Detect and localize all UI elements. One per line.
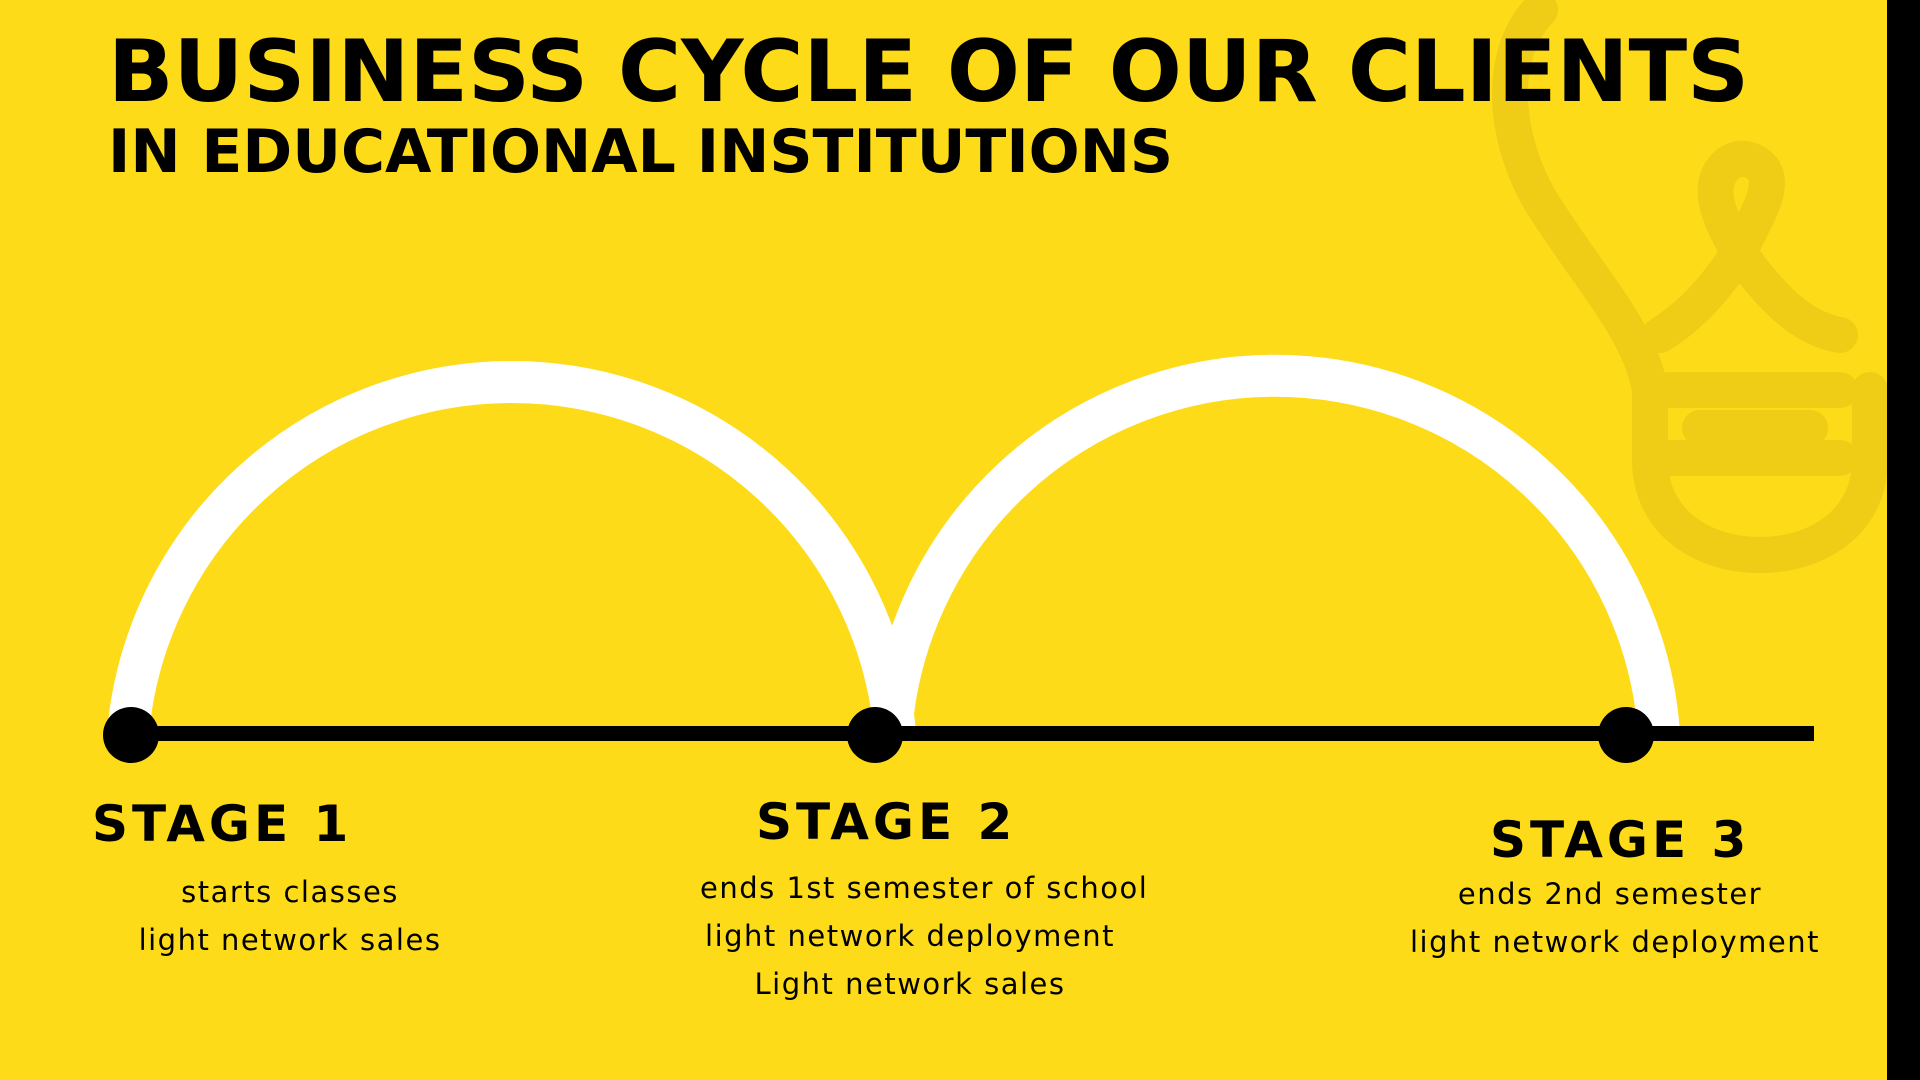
stage-1-node [103,707,159,763]
stage-2-line: Light network sales [754,967,1066,1001]
page-title: BUSINESS CYCLE OF OUR CLIENTS [108,22,1750,122]
stage-3-title: STAGE 3 [1490,811,1751,869]
stage-3-line: ends 2nd semester [1457,877,1763,911]
stage-1-title: STAGE 1 [92,795,353,853]
page-subtitle: IN EDUCATIONAL INSTITUTIONS [108,117,1174,187]
arc-stage-2-to-3 [870,354,1680,735]
stage-1-description: starts classes light network sales [90,868,490,964]
right-edge-bar [1887,0,1920,1080]
lightbulb-icon [1492,0,1887,573]
stage-3-description: ends 2nd semester light network deployme… [1410,870,1820,966]
stage-3: STAGE 3 ends 2nd semester light network … [1410,810,1820,966]
stage-1-line: light network sales [138,923,442,957]
stage-2-node [847,707,903,763]
timeline [128,726,1814,741]
stage-2-title: STAGE 2 [756,793,1017,851]
stage-3-node [1598,707,1654,763]
stage-2-description: ends 1st semester of school light networ… [700,864,1149,1008]
stage-2-line: ends 1st semester of school [700,871,1149,905]
stage-1: STAGE 1 starts classes light network sal… [90,794,490,964]
stage-2: STAGE 2 ends 1st semester of school ligh… [700,792,1149,1008]
stage-2-line: light network deployment [705,919,1115,953]
stage-1-line: starts classes [181,875,399,909]
arc-stage-1-to-2 [107,360,916,735]
stage-3-line: light network deployment [1410,925,1820,959]
